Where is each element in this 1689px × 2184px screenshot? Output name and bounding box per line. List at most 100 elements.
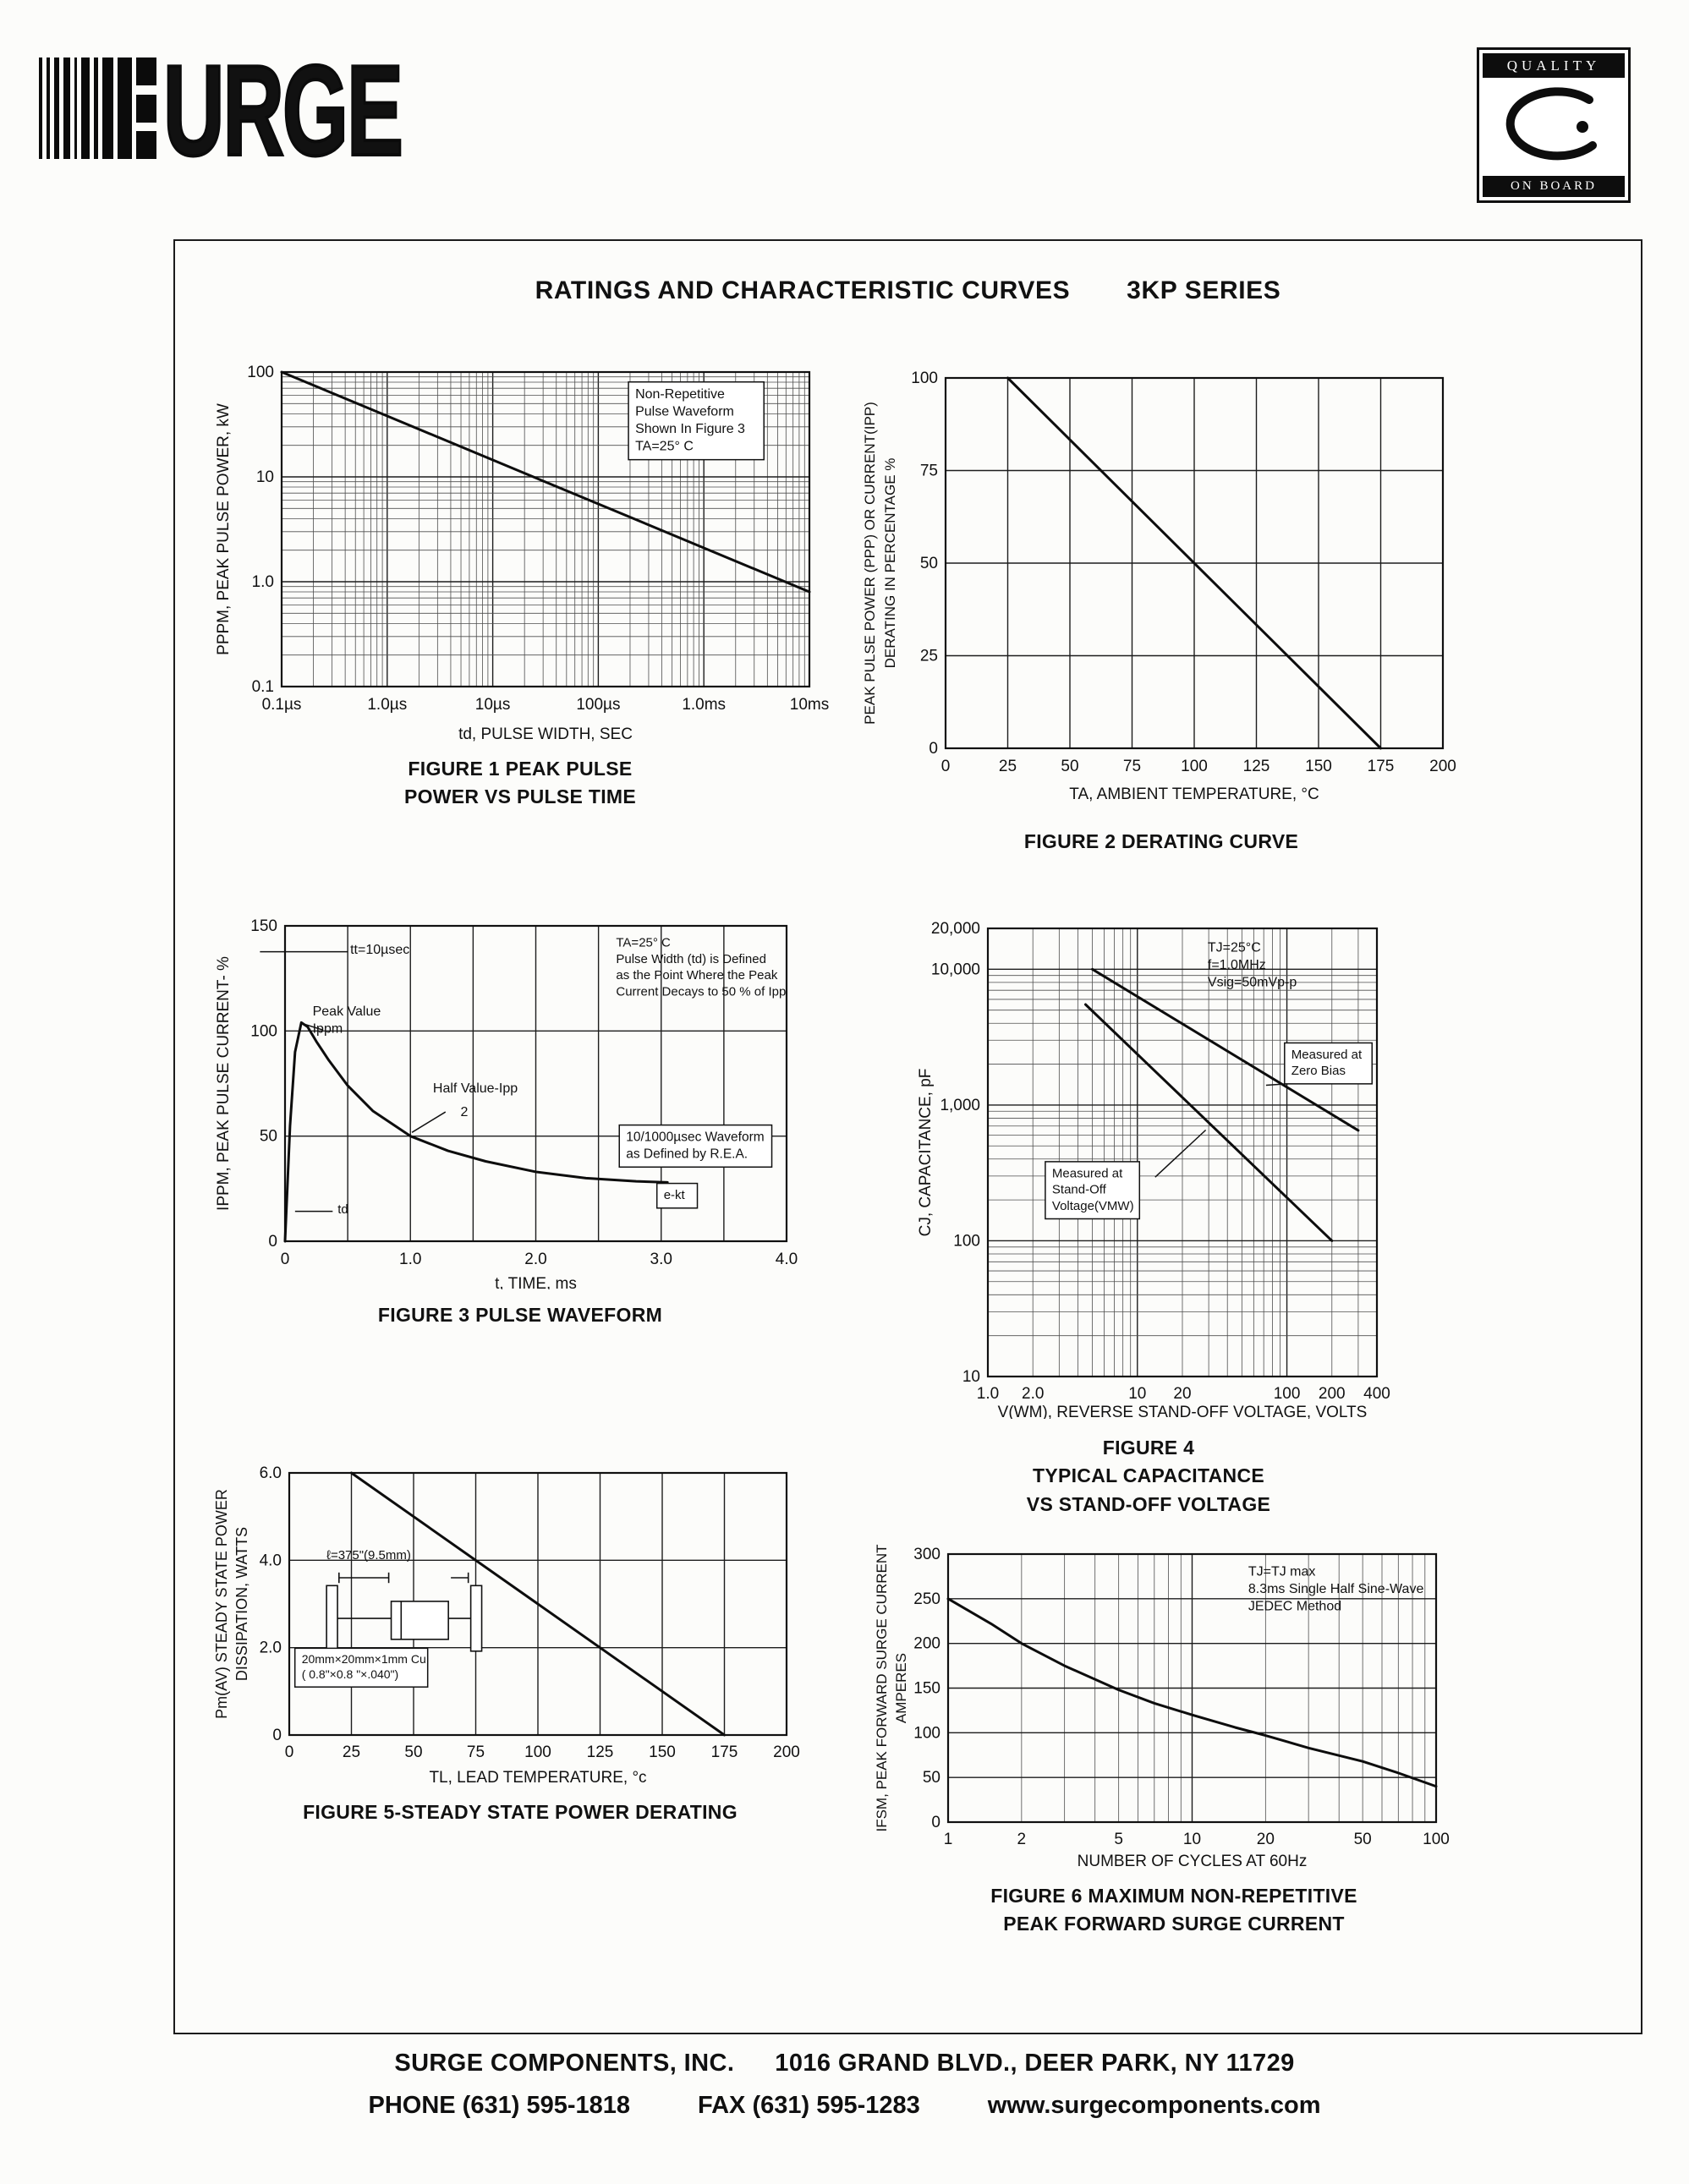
logo-bar: [54, 57, 59, 159]
caption-line: FIGURE 2 DERATING CURVE: [1023, 830, 1299, 852]
svg-text:250: 250: [913, 1590, 940, 1608]
svg-text:150: 150: [1305, 758, 1332, 775]
svg-text:TJ=25°C: TJ=25°C: [1208, 941, 1261, 955]
svg-text:100: 100: [913, 1724, 940, 1742]
footer-website: www.surgecomponents.com: [987, 2092, 1321, 2119]
figure-1-chart: 0.1µs 1.0µs 10µs 100µs 1.0ms 10ms 100 10 1.0 0.1 t…: [215, 364, 829, 742]
figure-2-chart: 0 25 50 75 100 125 150 175 200 100 75 50 25 0 TA, AMBI…: [862, 369, 1456, 803]
svg-text:td, PULSE WIDTH, SEC: td, PULSE WIDTH, SEC: [458, 725, 633, 742]
footer-company: SURGE COMPONENTS, INC.: [394, 2050, 735, 2077]
svg-text:Stand-Off: Stand-Off: [1052, 1183, 1107, 1197]
svg-text:TA=25° C: TA=25° C: [635, 440, 694, 454]
svg-text:175: 175: [711, 1743, 738, 1761]
svg-text:25: 25: [343, 1743, 360, 1761]
svg-text:6.0: 6.0: [260, 1464, 282, 1482]
footer-company-line: SURGE COMPONENTS, INC. 1016 GRAND BLVD., …: [0, 2050, 1689, 2077]
svg-text:100: 100: [524, 1743, 551, 1761]
caption-line: PEAK FORWARD SURGE CURRENT: [1003, 1913, 1345, 1935]
svg-text:0: 0: [285, 1743, 294, 1761]
svg-text:as Defined by R.E.A.: as Defined by R.E.A.: [626, 1147, 748, 1161]
svg-text:20: 20: [1257, 1831, 1275, 1848]
svg-text:0: 0: [941, 758, 951, 775]
svg-text:TL, LEAD TEMPERATURE, °c: TL, LEAD TEMPERATURE, °c: [429, 1769, 646, 1787]
svg-text:as the Point Where the Peak: as the Point Where the Peak: [616, 968, 777, 983]
quality-badge-emblem: [1483, 78, 1625, 176]
figure-6-caption: FIGURE 6 MAXIMUM NON-REPETITIVE PEAK FOR…: [853, 1882, 1495, 1939]
svg-text:Vsig=50mVp-p: Vsig=50mVp-p: [1208, 976, 1297, 990]
svg-text:td: td: [337, 1202, 348, 1217]
svg-text:0: 0: [929, 740, 938, 758]
svg-text:10: 10: [1183, 1831, 1201, 1848]
logo-bar: [39, 57, 42, 159]
logo-bar: [94, 57, 98, 159]
caption-line: FIGURE 6 MAXIMUM NON-REPETITIVE: [990, 1885, 1357, 1907]
logo-bar: [81, 57, 90, 159]
svg-text:100: 100: [247, 364, 274, 381]
svg-text:75: 75: [920, 463, 938, 480]
figure-6-chart: 1 2 5 10 20 50 100 300 250 200 150 100 50 0 NUMBER OF …: [874, 1544, 1450, 1869]
svg-text:4.0: 4.0: [260, 1552, 282, 1569]
svg-text:10µs: 10µs: [475, 696, 511, 714]
figure-4-chart: 1.0 2.0 10 20 100 200 400 20,000 10,000 1,000 100 1…: [917, 920, 1390, 1419]
svg-text:0: 0: [268, 1233, 277, 1251]
figure-4-caption: FIGURE 4 TYPICAL CAPACITANCE VS STAND-OF…: [853, 1434, 1445, 1519]
svg-text:10: 10: [256, 468, 274, 486]
figure-3-chart: 0 1.0 2.0 3.0 4.0 150 100 50 0 t, TIME, ms IPPM, P…: [215, 917, 798, 1289]
svg-text:0.1: 0.1: [252, 678, 274, 696]
curves-panel: RATINGS AND CHARACTERISTIC CURVES 3KP SE…: [173, 239, 1642, 2034]
svg-text:150: 150: [913, 1680, 940, 1698]
svg-text:200: 200: [913, 1635, 940, 1653]
figure-5-caption: FIGURE 5-STEADY STATE POWER DERATING: [195, 1798, 846, 1826]
svg-text:400: 400: [1363, 1385, 1390, 1403]
svg-text:0: 0: [272, 1727, 282, 1744]
logo-bar: [63, 57, 70, 159]
figure-2-caption: FIGURE 2 DERATING CURVE: [853, 828, 1470, 856]
svg-text:100: 100: [911, 369, 938, 387]
svg-text:25: 25: [920, 648, 938, 665]
svg-text:Ippm: Ippm: [313, 1021, 343, 1036]
figure-3-caption: FIGURE 3 PULSE WAVEFORM: [195, 1301, 846, 1329]
logo-bar: [47, 57, 50, 159]
svg-text:100: 100: [1181, 758, 1208, 775]
svg-text:175: 175: [1368, 758, 1395, 775]
svg-text:0: 0: [931, 1814, 940, 1831]
svg-text:1.0: 1.0: [399, 1251, 421, 1268]
svg-text:ℓ=375"(9.5mm): ℓ=375"(9.5mm): [326, 1548, 411, 1563]
svg-text:1.0µs: 1.0µs: [367, 696, 407, 714]
caption-line: POWER VS PULSE TIME: [403, 785, 637, 808]
svg-text:100: 100: [1274, 1385, 1301, 1403]
svg-text:10: 10: [1128, 1385, 1146, 1403]
footer: SURGE COMPONENTS, INC. 1016 GRAND BLVD., …: [0, 2050, 1689, 2120]
caption-line: TYPICAL CAPACITANCE: [1032, 1464, 1265, 1487]
logo-bar: [102, 57, 113, 159]
svg-text:t, TIME, ms: t, TIME, ms: [495, 1275, 577, 1289]
svg-text:Pulse Waveform: Pulse Waveform: [635, 405, 734, 419]
svg-text:Peak Value: Peak Value: [313, 1004, 381, 1019]
svg-text:10ms: 10ms: [790, 696, 829, 714]
svg-text:JEDEC Method: JEDEC Method: [1248, 1599, 1341, 1613]
footer-contact-line: PHONE (631) 595-1818 FAX (631) 595-1283 ww…: [0, 2092, 1689, 2120]
svg-text:2.0: 2.0: [260, 1639, 282, 1657]
svg-text:125: 125: [587, 1743, 614, 1761]
svg-text:75: 75: [1123, 758, 1141, 775]
quality-badge-title: QUALITY: [1483, 53, 1625, 78]
svg-text:Half Value-Ipp: Half Value-Ipp: [433, 1081, 518, 1096]
svg-text:20: 20: [1173, 1385, 1191, 1403]
figure-5: 0 25 50 75 100 125 150 175 200 6.0 4.0 2.0 0 TL, LEAD…: [195, 1457, 846, 1826]
logo-s-segments: [136, 57, 156, 159]
caption-line: FIGURE 3 PULSE WAVEFORM: [377, 1304, 663, 1326]
q-swoosh-icon: [1505, 87, 1597, 161]
svg-text:100µs: 100µs: [576, 696, 620, 714]
svg-text:Voltage(VMW): Voltage(VMW): [1052, 1199, 1134, 1213]
footer-phone: PHONE (631) 595-1818: [368, 2092, 631, 2119]
figure-5-chart: 0 25 50 75 100 125 150 175 200 6.0 4.0 2.0 0 TL, LEAD…: [213, 1464, 800, 1787]
svg-text:CJ, CAPACITANCE, pF: CJ, CAPACITANCE, pF: [917, 1069, 935, 1237]
svg-text:50: 50: [920, 555, 938, 572]
svg-text:20,000: 20,000: [931, 920, 980, 938]
svg-text:Measured at: Measured at: [1291, 1048, 1363, 1062]
figure-3: 0 1.0 2.0 3.0 4.0 150 100 50 0 t, TIME, ms IPPM, P…: [195, 907, 846, 1329]
svg-text:f=1.0MHz: f=1.0MHz: [1208, 958, 1266, 972]
svg-text:25: 25: [999, 758, 1017, 775]
footer-fax: FAX (631) 595-1283: [698, 2092, 920, 2119]
svg-text:( 0.8"×0.8 "×.040"): ( 0.8"×0.8 "×.040"): [302, 1667, 399, 1681]
